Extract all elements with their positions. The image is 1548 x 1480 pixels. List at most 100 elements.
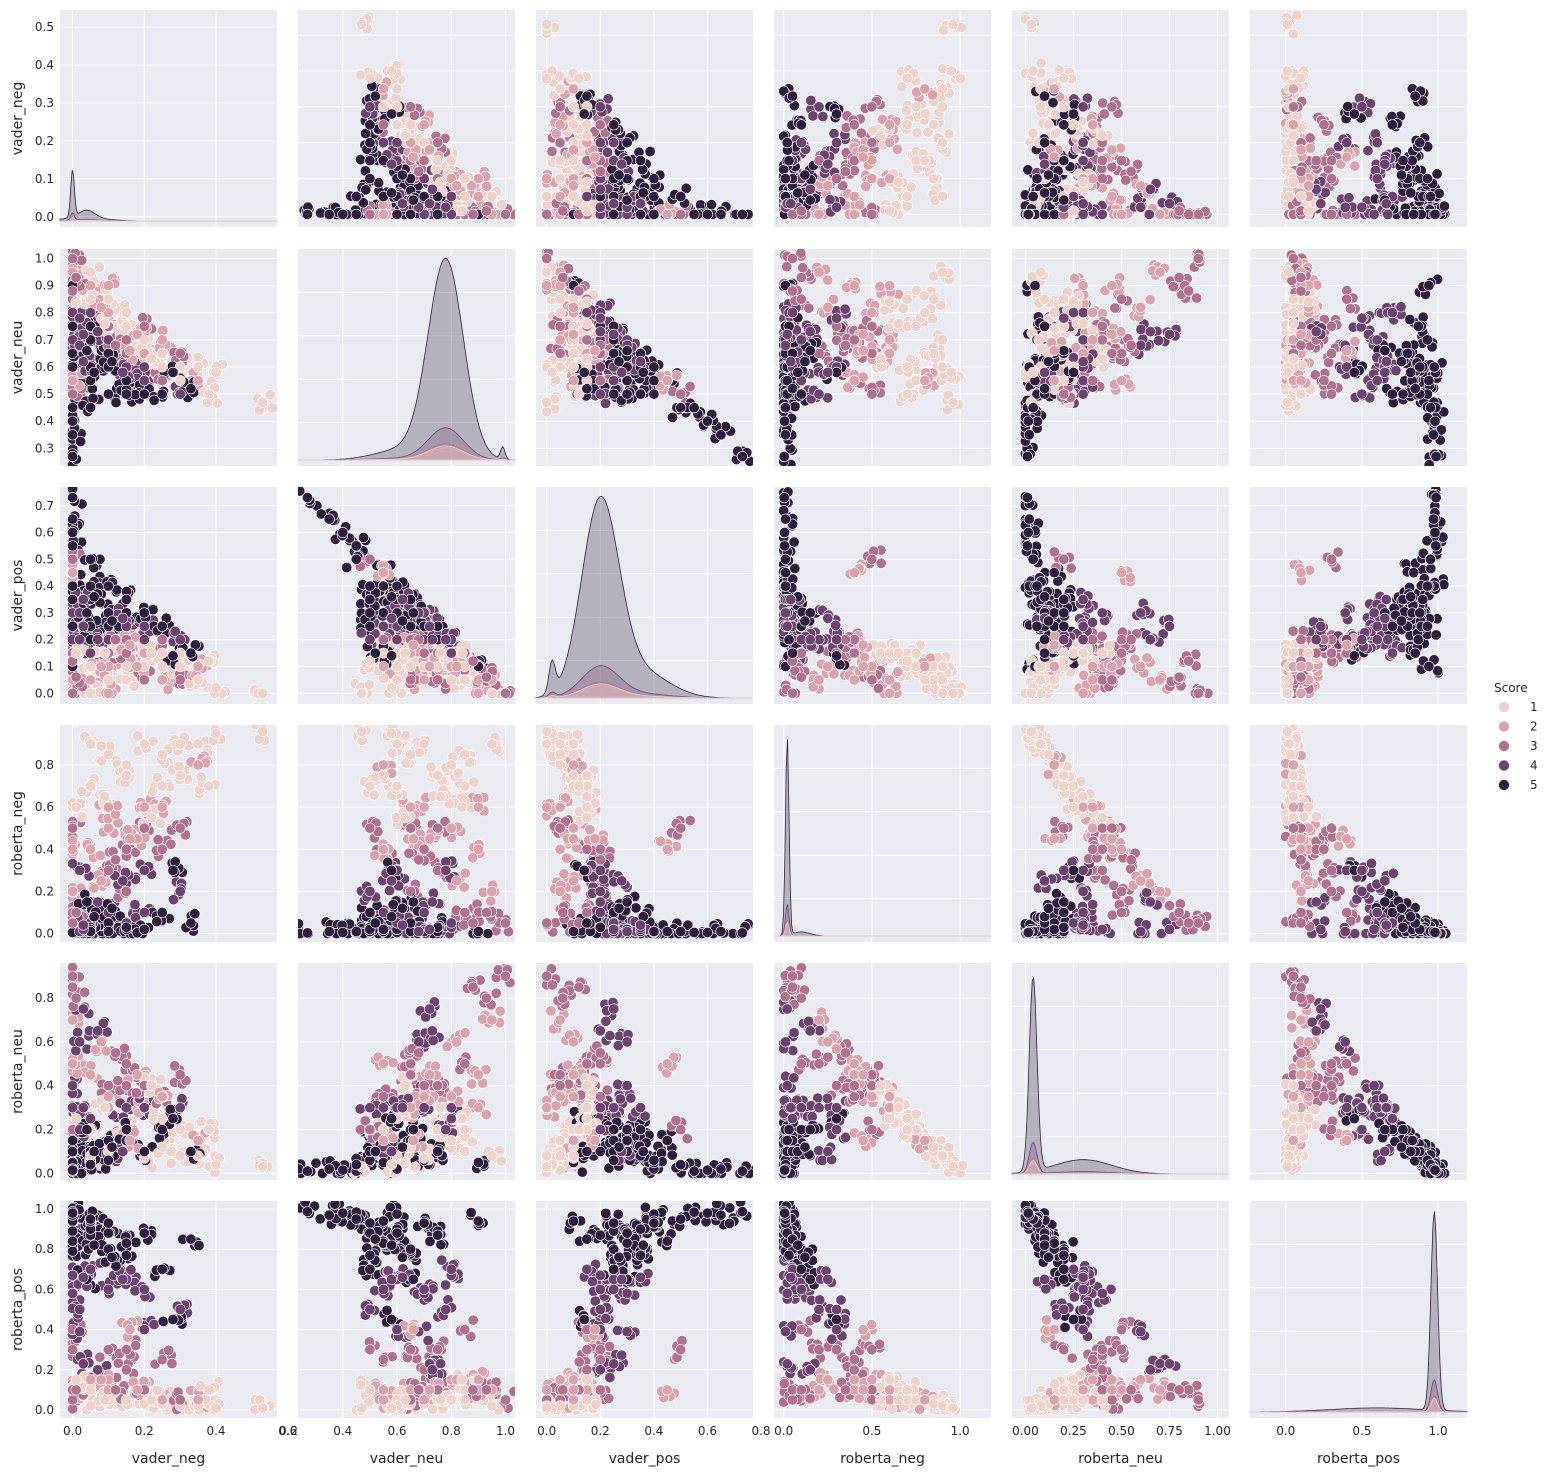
scatter-point [937, 138, 947, 148]
scatter-point [1288, 84, 1298, 94]
scatter-point [595, 389, 605, 399]
scatter-point [1039, 159, 1049, 169]
scatter-point [884, 280, 894, 290]
scatter-point [823, 275, 833, 285]
scatter-point [1422, 173, 1432, 183]
scatter-point [1078, 375, 1088, 385]
scatter-point [1193, 209, 1203, 219]
scatter-point [1413, 321, 1423, 331]
scatter-point [1039, 294, 1049, 304]
scatter-point [1396, 356, 1406, 366]
scatter-point [555, 348, 565, 358]
scatter-point [67, 286, 77, 296]
scatter-point [1305, 143, 1315, 153]
scatter-point [1088, 120, 1098, 130]
scatter-point [107, 356, 117, 366]
scatter-point [85, 280, 95, 290]
scatter-point [338, 209, 348, 219]
y-axis-label: vader_neu [10, 321, 26, 394]
scatter-point [1097, 335, 1107, 345]
scatter-point [600, 398, 610, 408]
scatter-point [1068, 352, 1078, 362]
scatter-point [121, 321, 131, 331]
scatter-point [1164, 329, 1174, 339]
scatter-point [1039, 384, 1049, 394]
scatter-point [1107, 191, 1117, 201]
scatter-point [1296, 191, 1306, 201]
scatter-point [1028, 403, 1038, 413]
scatter-point [555, 102, 565, 112]
scatter-point [414, 166, 424, 176]
scatter-point [110, 340, 120, 350]
scatter-point [1350, 161, 1360, 171]
y-tick-label: 0.3 [35, 441, 54, 455]
scatter-point [582, 335, 592, 345]
scatter-point [876, 130, 886, 140]
scatter-point [685, 381, 695, 391]
scatter-point [433, 138, 443, 148]
scatter-point [1410, 91, 1420, 101]
scatter-point [1097, 321, 1107, 331]
scatter-point [1326, 321, 1336, 331]
scatter-point [1078, 356, 1088, 366]
scatter-point [911, 321, 921, 331]
scatter-point [1068, 120, 1078, 130]
scatter-point [482, 181, 492, 191]
scatter-point [446, 191, 456, 201]
scatter-point [405, 120, 415, 130]
panel-vader_neu-vs-roberta_neg [774, 248, 991, 470]
scatter-point [920, 108, 930, 118]
scatter-point [1284, 191, 1294, 201]
scatter-point [1369, 209, 1379, 219]
scatter-point [1387, 389, 1397, 399]
scatter-point [1097, 209, 1107, 219]
scatter-point [1164, 199, 1174, 209]
scatter-point [1342, 346, 1352, 356]
panel-vader_neu-vs-roberta_pos [1250, 249, 1467, 470]
scatter-point [898, 303, 908, 313]
scatter-point [574, 73, 584, 83]
scatter-point [1030, 280, 1040, 290]
scatter-point [132, 329, 142, 339]
panel-vader_neu-vs-vader_neu [298, 249, 515, 466]
scatter-point [937, 102, 947, 112]
scatter-point [793, 188, 803, 198]
scatter-point [542, 267, 552, 277]
scatter-point [186, 384, 196, 394]
scatter-point [649, 191, 659, 201]
scatter-point [635, 199, 645, 209]
scatter-point [938, 25, 948, 35]
scatter-point [71, 297, 81, 307]
scatter-point [500, 209, 510, 219]
y-tick-label: 0.2 [35, 134, 54, 148]
scatter-point [1097, 173, 1107, 183]
scatter-point [157, 335, 167, 345]
scatter-point [1087, 325, 1097, 335]
scatter-point [1398, 155, 1408, 165]
scatter-point [1036, 267, 1046, 277]
scatter-point [542, 173, 552, 183]
scatter-point [1349, 367, 1359, 377]
scatter-point [351, 209, 361, 219]
scatter-point [1088, 173, 1098, 183]
scatter-point [1326, 155, 1336, 165]
scatter-point [1311, 155, 1321, 165]
scatter-point [1126, 166, 1136, 176]
scatter-point [78, 356, 88, 366]
scatter-point [1126, 340, 1136, 350]
scatter-point [919, 291, 929, 301]
scatter-point [1342, 138, 1352, 148]
scatter-point [800, 356, 810, 366]
scatter-point [568, 362, 578, 372]
scatter-point [1043, 120, 1053, 130]
scatter-point [1406, 188, 1416, 198]
scatter-point [405, 209, 415, 219]
scatter-point [609, 329, 619, 339]
scatter-point [457, 206, 467, 216]
scatter-point [649, 389, 659, 399]
panel-background [60, 10, 277, 227]
scatter-point [1070, 273, 1080, 283]
scatter-point [547, 367, 557, 377]
scatter-point [1184, 209, 1194, 219]
scatter-point [649, 209, 659, 219]
